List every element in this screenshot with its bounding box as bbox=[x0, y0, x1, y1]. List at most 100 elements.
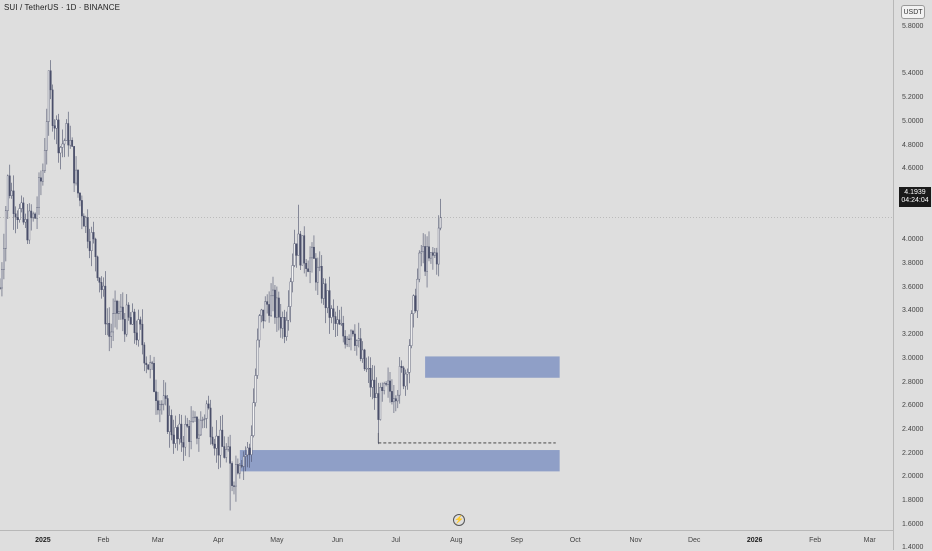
candle-body bbox=[164, 395, 167, 399]
candle-body bbox=[40, 177, 42, 182]
candle-body bbox=[256, 339, 259, 376]
candle-body bbox=[82, 215, 85, 227]
candle-body bbox=[90, 232, 93, 251]
candle-body bbox=[79, 192, 81, 201]
price-tick-label: 2.2000 bbox=[902, 449, 924, 457]
candle-body bbox=[391, 391, 393, 403]
candle-body bbox=[125, 304, 128, 335]
candle-body bbox=[201, 419, 204, 421]
candle-body bbox=[350, 330, 352, 340]
symbol-title[interactable]: SUI / TetherUS · 1D · BINANCE bbox=[4, 3, 121, 12]
candle-body bbox=[248, 447, 251, 455]
candle-body bbox=[63, 140, 66, 145]
candle-body bbox=[258, 315, 261, 341]
candle-body bbox=[414, 295, 417, 312]
time-tick-label: Jul bbox=[391, 537, 401, 544]
candle-body bbox=[408, 345, 411, 373]
candle-body bbox=[240, 465, 243, 467]
candle-body bbox=[389, 380, 391, 392]
time-tick-label: Aug bbox=[450, 537, 463, 544]
candle-body bbox=[18, 208, 21, 221]
bar-countdown: 04:24:04 bbox=[901, 197, 929, 204]
candle-body bbox=[418, 252, 421, 280]
candle-body bbox=[34, 213, 37, 219]
candle-body bbox=[104, 285, 107, 325]
candle-body bbox=[400, 366, 403, 369]
candle-body bbox=[36, 207, 38, 219]
candle-body bbox=[186, 424, 189, 427]
candle-body bbox=[277, 297, 280, 318]
candle-body bbox=[57, 119, 60, 154]
tradingview-logo-icon[interactable]: ⚡ bbox=[453, 514, 465, 526]
candle-body bbox=[80, 200, 83, 217]
candle-body bbox=[38, 177, 40, 208]
candle-body bbox=[168, 415, 171, 432]
price-tick-label: 4.8000 bbox=[902, 141, 924, 149]
candle-body bbox=[20, 202, 23, 209]
candle-body bbox=[404, 373, 407, 387]
candle-body bbox=[412, 295, 415, 315]
candle-body bbox=[209, 407, 212, 438]
candle-body bbox=[375, 393, 378, 398]
currency-button[interactable]: USDT bbox=[901, 5, 925, 19]
candle-body bbox=[383, 383, 386, 391]
candle-body bbox=[45, 121, 48, 151]
candle-body bbox=[424, 246, 426, 272]
candle-body bbox=[379, 386, 382, 420]
candle-body bbox=[211, 436, 214, 445]
candle-body bbox=[71, 139, 74, 147]
last-price-value: 4.1939 bbox=[904, 189, 926, 196]
time-tick-label: 2026 bbox=[746, 537, 763, 544]
time-tick-label: Feb bbox=[809, 537, 822, 544]
candle-body bbox=[153, 363, 155, 392]
candle-body bbox=[315, 258, 317, 283]
candle-body bbox=[86, 217, 89, 242]
time-tick-label: Mar bbox=[863, 537, 876, 544]
candle-body bbox=[297, 233, 300, 256]
candle-body bbox=[328, 290, 331, 318]
candlestick-chart[interactable] bbox=[0, 0, 893, 530]
candle-body bbox=[184, 424, 187, 448]
candle-body bbox=[252, 402, 255, 436]
candle-body bbox=[108, 323, 111, 337]
candle-body bbox=[135, 332, 138, 341]
time-axis[interactable]: 2025 Feb Mar Apr May Jun Jul Aug Sep Oct Nov Dec 202… bbox=[0, 530, 893, 550]
candle-body bbox=[158, 404, 161, 411]
candle-body bbox=[47, 70, 50, 122]
candle-body bbox=[272, 289, 274, 297]
price-tick-label: 1.6000 bbox=[902, 520, 924, 528]
candle-body bbox=[110, 331, 113, 337]
candle-body bbox=[365, 368, 368, 370]
candle-body bbox=[260, 309, 263, 316]
time-tick-label: 2025 bbox=[35, 537, 51, 544]
price-tick-label: 2.6000 bbox=[902, 402, 924, 410]
price-axis[interactable]: 5.80005.40005.20005.00004.80004.60004.40… bbox=[893, 0, 932, 551]
candle-body bbox=[55, 119, 58, 129]
candle-body bbox=[318, 266, 321, 268]
candle-body bbox=[28, 210, 31, 241]
candle-body bbox=[313, 246, 315, 259]
candle-body bbox=[174, 427, 177, 444]
candle-body bbox=[285, 320, 288, 338]
candle-body bbox=[119, 306, 122, 312]
candle-body bbox=[88, 241, 91, 251]
candle-body bbox=[106, 323, 109, 325]
candle-body bbox=[354, 333, 356, 346]
price-tick-label: 3.2000 bbox=[902, 331, 924, 339]
candle-body bbox=[118, 311, 120, 314]
candle-body bbox=[53, 125, 56, 129]
candle-body bbox=[371, 379, 374, 388]
candle-body bbox=[355, 340, 358, 346]
candle-body bbox=[416, 278, 419, 312]
candle-body bbox=[192, 417, 194, 422]
candle-body bbox=[155, 391, 157, 401]
candle-body bbox=[336, 319, 339, 324]
chart-canvas[interactable]: SUI / TetherUS · 1D · BINANCE ⚡ bbox=[0, 0, 893, 530]
candle-body bbox=[250, 435, 253, 455]
candle-body bbox=[274, 289, 276, 318]
candle-body bbox=[266, 301, 269, 305]
price-tick-label: 3.4000 bbox=[902, 307, 924, 315]
candle-body bbox=[373, 379, 376, 398]
candle-body bbox=[287, 306, 290, 321]
candle-body bbox=[324, 283, 327, 309]
